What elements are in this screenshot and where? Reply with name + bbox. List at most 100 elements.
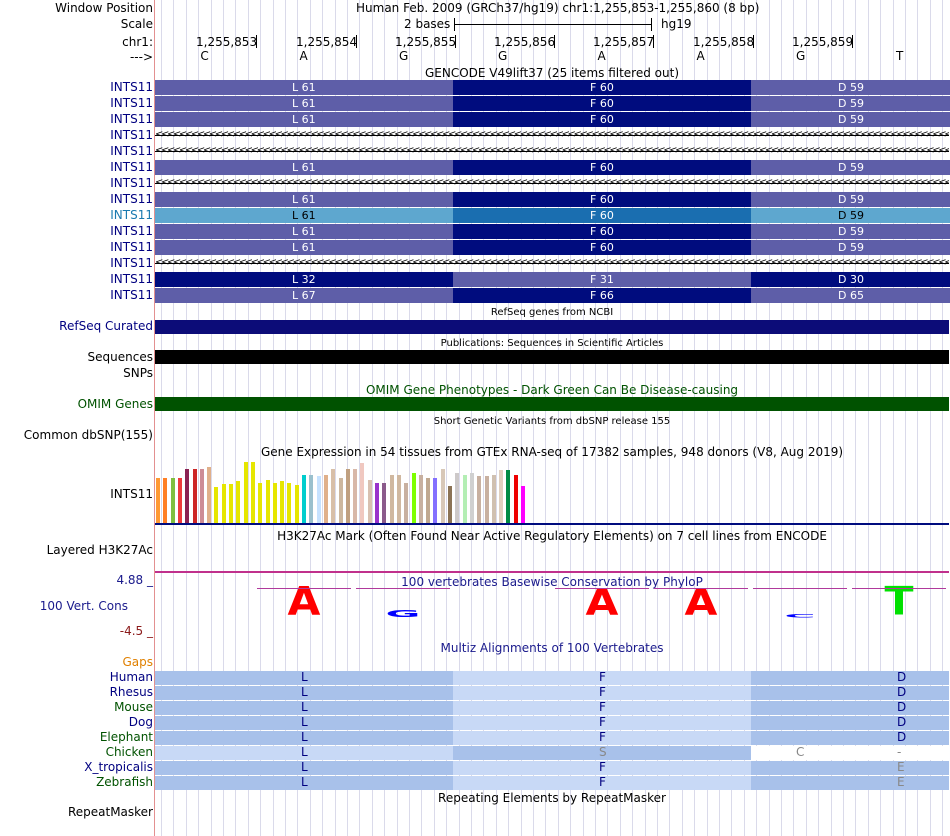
- species-label[interactable]: Chicken: [105, 745, 153, 759]
- gencode-transcript[interactable]: L 61 F 60 D 59: [155, 96, 950, 111]
- gtex-tissue-bar[interactable]: [469, 473, 474, 523]
- species-label[interactable]: Mouse: [114, 700, 153, 714]
- snps-label[interactable]: SNPs: [123, 366, 153, 380]
- gtex-tissue-bar[interactable]: [192, 469, 197, 523]
- gencode-row-label[interactable]: INTS11: [110, 128, 153, 142]
- gencode-row-label[interactable]: INTS11: [110, 96, 153, 110]
- gtex-tissue-bar[interactable]: [491, 475, 496, 523]
- species-label[interactable]: Human: [109, 670, 153, 684]
- gencode-row-label[interactable]: INTS11: [110, 288, 153, 302]
- gtex-tissue-bar[interactable]: [499, 470, 504, 523]
- gencode-row-label[interactable]: INTS11: [110, 160, 153, 174]
- gtex-tissue-bar[interactable]: [455, 473, 460, 523]
- gtex-tissue-bar[interactable]: [236, 481, 241, 523]
- gtex-tissue-bar[interactable]: [294, 485, 299, 523]
- gtex-gene-label[interactable]: INTS11: [110, 487, 153, 501]
- repeatmasker-label[interactable]: RepeatMasker: [67, 805, 153, 819]
- gtex-tissue-bar[interactable]: [265, 480, 270, 523]
- species-label[interactable]: Elephant: [99, 730, 153, 744]
- gencode-row-label[interactable]: INTS11: [110, 80, 153, 94]
- gencode-transcript[interactable]: L 67 F 66 D 65: [155, 288, 950, 303]
- gtex-tissue-bar[interactable]: [243, 462, 248, 523]
- gtex-tissue-bar[interactable]: [316, 476, 321, 523]
- gencode-row-label[interactable]: INTS11: [110, 192, 153, 206]
- gencode-transcript[interactable]: L 61 F 60 D 59: [155, 208, 950, 223]
- phylop-label[interactable]: 100 Vert. Cons: [39, 599, 128, 613]
- gencode-row-label[interactable]: INTS11: [110, 176, 153, 190]
- gtex-tissue-bar[interactable]: [448, 486, 452, 523]
- gencode-transcript[interactable]: L 61 F 60 D 59: [155, 160, 950, 175]
- gtex-tissue-bar[interactable]: [177, 478, 182, 523]
- gencode-transcript[interactable]: L 32 F 31 D 30: [155, 272, 950, 287]
- gencode-transcript[interactable]: <<<<<<<<<<<<<<<<<<<<<<<<<<<<<<<<<<<<<<<<…: [155, 128, 949, 143]
- gencode-transcript[interactable]: <<<<<<<<<<<<<<<<<<<<<<<<<<<<<<<<<<<<<<<<…: [155, 144, 949, 159]
- sequences-label[interactable]: Sequences: [87, 350, 153, 364]
- gencode-transcript[interactable]: L 61 F 60 D 59: [155, 112, 950, 127]
- gencode-transcript[interactable]: L 61 F 60 D 59: [155, 240, 950, 255]
- gtex-tissue-bar[interactable]: [411, 473, 416, 523]
- gtex-tissue-bar[interactable]: [229, 484, 233, 523]
- gtex-tissue-bar[interactable]: [302, 475, 306, 523]
- gtex-tissue-bar[interactable]: [287, 483, 292, 523]
- gtex-tissue-bar[interactable]: [513, 475, 518, 523]
- gaps-label[interactable]: Gaps: [122, 655, 153, 669]
- gencode-row-label[interactable]: INTS11: [110, 208, 153, 222]
- gtex-tissue-bar[interactable]: [258, 483, 263, 523]
- gtex-tissue-bar[interactable]: [418, 475, 423, 523]
- gencode-row-label[interactable]: INTS11: [110, 256, 153, 270]
- gtex-tissue-bar[interactable]: [389, 475, 394, 523]
- gtex-tissue-bar[interactable]: [462, 475, 467, 523]
- gtex-tissue-bar[interactable]: [156, 478, 160, 523]
- gencode-row-label[interactable]: INTS11: [110, 240, 153, 254]
- gtex-tissue-bar[interactable]: [207, 467, 212, 523]
- species-label[interactable]: Zebrafish: [96, 775, 153, 789]
- gtex-tissue-bar[interactable]: [404, 483, 409, 523]
- gtex-tissue-bar[interactable]: [521, 486, 525, 523]
- species-label[interactable]: X_tropicalis: [84, 760, 153, 774]
- h3k27ac-label[interactable]: Layered H3K27Ac: [46, 543, 153, 557]
- refseq-label[interactable]: RefSeq Curated: [59, 319, 153, 333]
- gtex-tissue-bar[interactable]: [360, 463, 365, 523]
- species-label[interactable]: Dog: [128, 715, 153, 729]
- gtex-tissue-bar[interactable]: [353, 469, 358, 523]
- gtex-tissue-bar[interactable]: [506, 470, 511, 523]
- gtex-tissue-bar[interactable]: [375, 483, 379, 523]
- gtex-tissue-bar[interactable]: [440, 469, 445, 523]
- gencode-row-label[interactable]: INTS11: [110, 272, 153, 286]
- gencode-row-label[interactable]: INTS11: [110, 144, 153, 158]
- gtex-tissue-bar[interactable]: [163, 478, 168, 523]
- gtex-tissue-bar[interactable]: [484, 476, 489, 523]
- gencode-transcript[interactable]: <<<<<<<<<<<<<<<<<<<<<<<<<<<<<<<<<<<<<<<<…: [155, 256, 949, 271]
- gtex-tissue-bar[interactable]: [214, 487, 219, 523]
- gtex-tissue-bar[interactable]: [170, 478, 175, 523]
- gtex-tissue-bar[interactable]: [250, 462, 255, 523]
- gtex-tissue-bar[interactable]: [367, 480, 372, 523]
- gencode-transcript[interactable]: L 61 F 60 D 59: [155, 192, 950, 207]
- sequences-bar[interactable]: [155, 350, 949, 364]
- omim-bar[interactable]: [155, 397, 949, 411]
- gencode-transcript[interactable]: L 61 F 60 D 59: [155, 80, 950, 95]
- gencode-transcript[interactable]: <<<<<<<<<<<<<<<<<<<<<<<<<<<<<<<<<<<<<<<<…: [155, 176, 949, 191]
- gtex-tissue-bar[interactable]: [331, 469, 336, 523]
- gtex-tissue-bar[interactable]: [221, 484, 226, 523]
- gencode-row-label[interactable]: INTS11: [110, 112, 153, 126]
- gtex-tissue-bar[interactable]: [345, 469, 350, 523]
- gtex-tissue-bar[interactable]: [185, 469, 190, 523]
- gtex-tissue-bar[interactable]: [338, 478, 343, 523]
- species-label[interactable]: Rhesus: [109, 685, 153, 699]
- gtex-bar-chart[interactable]: [155, 461, 555, 523]
- omim-label[interactable]: OMIM Genes: [77, 397, 153, 411]
- refseq-bar[interactable]: [155, 320, 949, 334]
- gtex-tissue-bar[interactable]: [272, 483, 277, 523]
- gtex-tissue-bar[interactable]: [199, 469, 204, 523]
- gencode-row-label[interactable]: INTS11: [110, 224, 153, 238]
- gtex-tissue-bar[interactable]: [309, 475, 314, 523]
- gtex-tissue-bar[interactable]: [280, 481, 285, 523]
- gencode-transcript[interactable]: L 61 F 60 D 59: [155, 224, 950, 239]
- gtex-tissue-bar[interactable]: [477, 476, 482, 523]
- gtex-tissue-bar[interactable]: [426, 478, 431, 523]
- dbsnp-label[interactable]: Common dbSNP(155): [23, 428, 153, 442]
- gtex-tissue-bar[interactable]: [382, 483, 387, 523]
- gtex-tissue-bar[interactable]: [433, 478, 438, 523]
